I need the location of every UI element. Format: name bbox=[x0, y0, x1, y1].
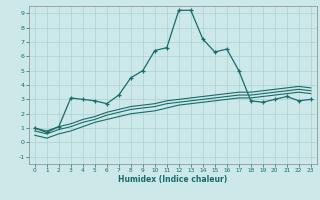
X-axis label: Humidex (Indice chaleur): Humidex (Indice chaleur) bbox=[118, 175, 228, 184]
